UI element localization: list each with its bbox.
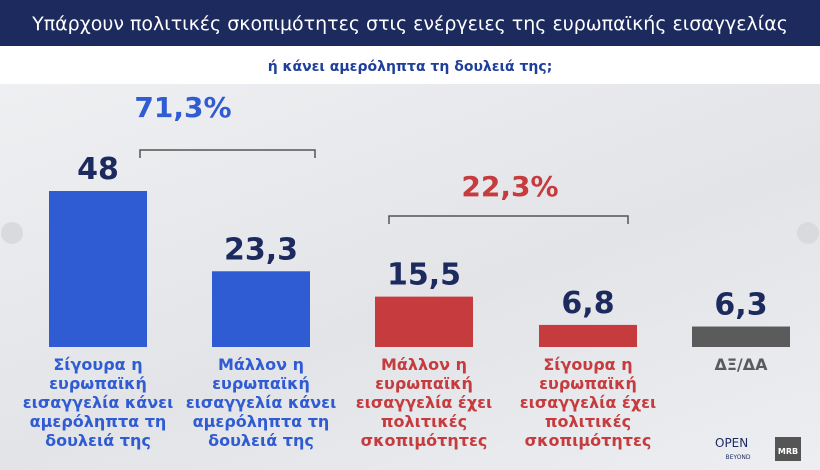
brand-beyond: BEYOND [725, 454, 750, 461]
bracket [139, 149, 316, 158]
bar [375, 296, 473, 347]
nav-prev[interactable] [1, 222, 23, 244]
bar [49, 191, 147, 347]
brand-mrb-box [775, 437, 801, 461]
chart-title: Υπάρχουν πολιτικές σκοπιμότητες στις ενέ… [31, 13, 788, 35]
subtitle-band [0, 46, 820, 84]
chart-subtitle: ή κάνει αμερόληπτα τη δουλειά της; [268, 59, 553, 75]
group-total: 71,3% [134, 91, 231, 124]
value-label: 23,3 [224, 232, 298, 267]
value-label: 15,5 [387, 258, 461, 293]
value-label: 48 [77, 152, 119, 187]
value-label: 6,3 [714, 288, 767, 323]
category-label: Μάλλον η ευρωπαϊκή εισαγγελία κάνει αμερ… [185, 355, 337, 450]
brand-open: OPEN [715, 436, 748, 450]
nav-next[interactable] [797, 222, 819, 244]
bar [692, 326, 790, 347]
category-label: Σίγουρα η ευρωπαϊκή εισαγγελία κάνει αμε… [22, 355, 174, 450]
category-label: Μάλλον η ευρωπαϊκή εισαγγελία έχει πολιτ… [355, 355, 493, 450]
category-label: Σίγουρα η ευρωπαϊκή εισαγγελία έχει πολι… [519, 355, 657, 450]
brand-mrb: MRB [778, 447, 798, 456]
group-total: 22,3% [461, 170, 558, 203]
bar [539, 324, 637, 347]
value-label: 6,8 [561, 286, 614, 321]
bracket [388, 215, 629, 224]
title-bar [0, 0, 820, 46]
bar [212, 271, 310, 347]
category-label: ΔΞ/ΔΑ [714, 355, 768, 374]
